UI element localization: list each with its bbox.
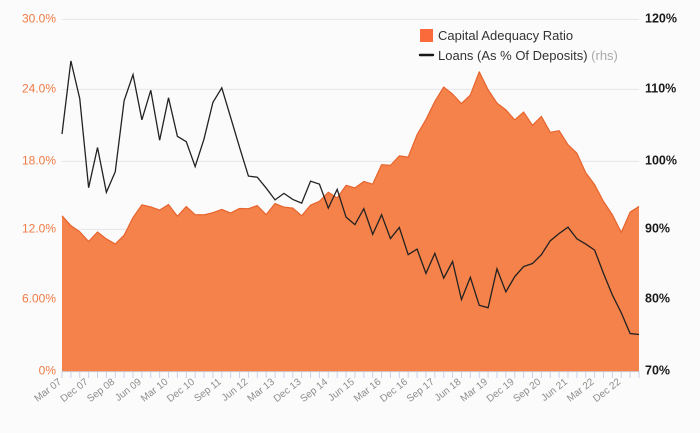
svg-text:90%: 90% [645,222,670,236]
svg-text:70%: 70% [645,363,670,377]
svg-text:80%: 80% [645,292,670,306]
svg-text:30.0%: 30.0% [22,12,56,26]
svg-text:110%: 110% [645,82,676,96]
svg-text:Capital Adequacy Ratio: Capital Adequacy Ratio [438,28,573,43]
svg-text:120%: 120% [645,12,677,26]
svg-text:100%: 100% [645,154,677,168]
svg-text:6.00%: 6.00% [22,292,56,306]
svg-text:0%: 0% [39,363,57,377]
svg-text:12.0%: 12.0% [22,222,56,236]
svg-text:24.0%: 24.0% [22,82,56,96]
svg-text:Loans (As % Of Deposits) (rhs): Loans (As % Of Deposits) (rhs) [438,48,618,63]
svg-text:18.0%: 18.0% [22,154,56,168]
